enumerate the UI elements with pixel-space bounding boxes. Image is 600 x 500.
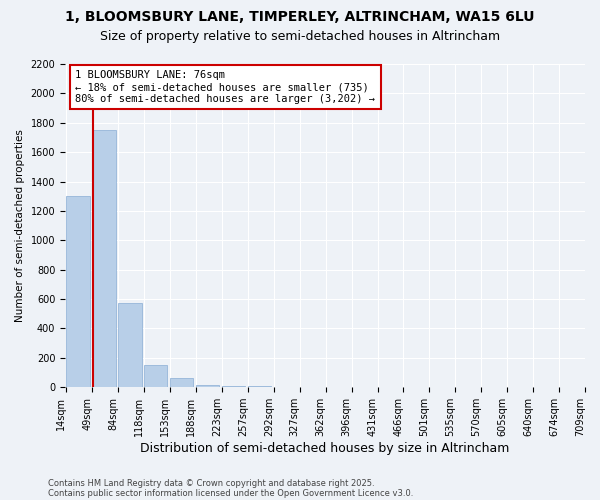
Bar xyxy=(67,196,89,387)
Y-axis label: Number of semi-detached properties: Number of semi-detached properties xyxy=(15,129,25,322)
Bar xyxy=(196,385,220,387)
Bar xyxy=(144,365,167,387)
Bar xyxy=(170,378,193,387)
Text: Contains public sector information licensed under the Open Government Licence v3: Contains public sector information licen… xyxy=(48,488,413,498)
Text: Size of property relative to semi-detached houses in Altrincham: Size of property relative to semi-detach… xyxy=(100,30,500,43)
Bar xyxy=(92,130,116,387)
Bar xyxy=(118,302,142,387)
Bar xyxy=(222,386,245,387)
Text: 1 BLOOMSBURY LANE: 76sqm
← 18% of semi-detached houses are smaller (735)
80% of : 1 BLOOMSBURY LANE: 76sqm ← 18% of semi-d… xyxy=(76,70,376,104)
Text: Contains HM Land Registry data © Crown copyright and database right 2025.: Contains HM Land Registry data © Crown c… xyxy=(48,478,374,488)
Bar xyxy=(248,386,271,387)
X-axis label: Distribution of semi-detached houses by size in Altrincham: Distribution of semi-detached houses by … xyxy=(140,442,510,455)
Text: 1, BLOOMSBURY LANE, TIMPERLEY, ALTRINCHAM, WA15 6LU: 1, BLOOMSBURY LANE, TIMPERLEY, ALTRINCHA… xyxy=(65,10,535,24)
